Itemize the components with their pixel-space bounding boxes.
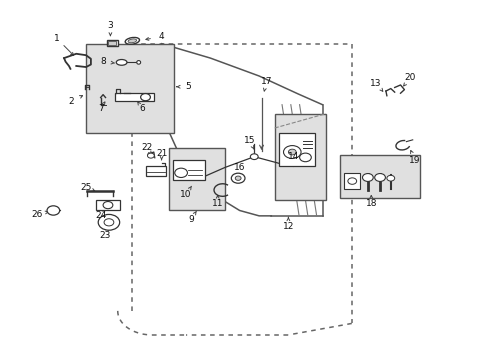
Circle shape	[147, 153, 154, 158]
Text: 20: 20	[404, 73, 415, 82]
Circle shape	[283, 145, 301, 158]
Circle shape	[174, 168, 187, 177]
Circle shape	[104, 219, 114, 226]
Text: 13: 13	[369, 79, 381, 88]
Text: 7: 7	[98, 104, 103, 113]
Text: 10: 10	[180, 190, 191, 199]
Text: 11: 11	[211, 199, 223, 208]
Circle shape	[47, 206, 60, 215]
Bar	[108, 41, 116, 45]
Bar	[278, 134, 315, 166]
Text: 24: 24	[95, 211, 106, 220]
Text: 12: 12	[282, 222, 293, 231]
Ellipse shape	[116, 59, 127, 65]
Bar	[339, 155, 419, 198]
Circle shape	[141, 94, 150, 101]
Text: 9: 9	[187, 215, 193, 224]
Circle shape	[103, 202, 113, 209]
Text: 21: 21	[156, 149, 167, 158]
Ellipse shape	[125, 37, 139, 44]
Circle shape	[386, 175, 394, 181]
Text: 26: 26	[32, 210, 43, 219]
Text: 17: 17	[260, 77, 272, 86]
Text: 25: 25	[80, 183, 92, 192]
Text: 15: 15	[243, 136, 255, 145]
Circle shape	[235, 176, 241, 180]
Text: 3: 3	[107, 21, 113, 30]
Bar	[146, 166, 166, 176]
Text: 18: 18	[365, 199, 376, 208]
Circle shape	[362, 174, 372, 181]
Circle shape	[98, 215, 120, 230]
Text: 22: 22	[141, 143, 152, 152]
Circle shape	[299, 153, 311, 162]
Circle shape	[347, 178, 356, 184]
Ellipse shape	[137, 60, 141, 64]
Bar	[344, 173, 359, 189]
Text: 16: 16	[233, 163, 245, 172]
Text: 23: 23	[100, 231, 111, 240]
Circle shape	[250, 154, 258, 159]
Text: 14: 14	[287, 152, 298, 161]
Bar	[168, 148, 224, 211]
Circle shape	[231, 173, 244, 183]
Text: 8: 8	[100, 57, 106, 66]
Text: 5: 5	[185, 82, 191, 91]
Bar	[115, 93, 154, 101]
Text: 4: 4	[159, 32, 164, 41]
Text: 19: 19	[408, 156, 420, 165]
Bar	[172, 160, 204, 180]
Ellipse shape	[128, 39, 136, 43]
Text: 6: 6	[139, 104, 144, 113]
Circle shape	[288, 149, 296, 155]
Bar	[107, 40, 118, 46]
Bar	[86, 44, 173, 134]
Circle shape	[374, 174, 385, 181]
Bar	[274, 114, 325, 200]
Text: 2: 2	[68, 96, 74, 105]
Text: 1: 1	[54, 34, 60, 43]
Bar	[96, 200, 120, 211]
